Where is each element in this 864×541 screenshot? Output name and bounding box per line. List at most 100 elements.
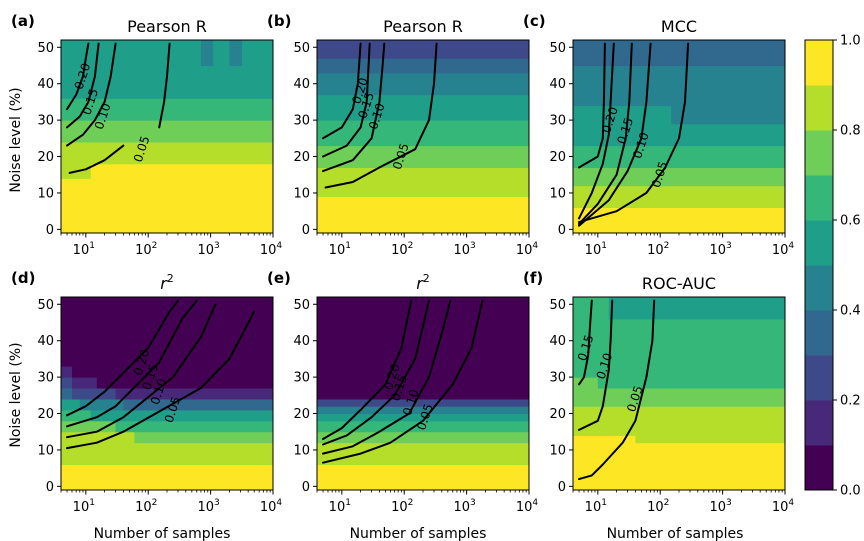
x-tick-label: 103 [197, 498, 219, 515]
x-axis-label-e: Number of samples [350, 526, 487, 541]
heatmap-cell [573, 442, 786, 491]
colorbar: 0.0 0.2 0.4 0.6 0.8 1.0 [804, 34, 861, 499]
x-tick-label: 103 [453, 498, 475, 515]
heatmap-cell [71, 366, 274, 378]
heatmap-cell [573, 185, 786, 209]
heatmap-cell [573, 65, 786, 107]
contour-line [66, 42, 117, 147]
contour-line [578, 42, 690, 224]
heatmap-cell [229, 40, 243, 66]
panel-title: MCC [661, 17, 697, 36]
colorbar-segment [805, 400, 833, 446]
contour-line [578, 42, 633, 225]
colorbar-segment [805, 265, 833, 311]
y-tick-label: 50 [549, 298, 566, 313]
heatmap-cell [61, 366, 73, 378]
colorbar-tick-label: 1.0 [840, 34, 861, 49]
y-tick-label: 30 [37, 371, 54, 386]
heatmap-cell [61, 442, 274, 466]
panel-label: (c) [523, 12, 546, 30]
heatmap-cell [317, 145, 530, 168]
colorbar-segment [805, 355, 833, 401]
x-tick-label: 104 [772, 241, 795, 258]
contour-line [322, 42, 371, 158]
x-tick-label: 102 [135, 241, 157, 258]
x-tick-label: 101 [73, 498, 95, 515]
heatmap-cell [61, 178, 274, 234]
x-tick-label: 102 [391, 241, 413, 258]
contour-line [66, 42, 90, 111]
y-tick-label: 20 [549, 150, 566, 165]
y-tick-label: 0 [302, 223, 310, 238]
heatmap-cell [317, 398, 530, 407]
heatmap-cell [573, 105, 672, 125]
panel-label: (d) [11, 269, 35, 287]
heatmap-cell [317, 196, 530, 234]
contour-line [66, 299, 179, 417]
heatmap-cell [96, 377, 274, 389]
colorbar-tick-label: 0.6 [840, 214, 861, 229]
x-tick-label: 104 [260, 498, 283, 515]
y-tick-label: 40 [37, 77, 54, 92]
heatmap-cell [115, 388, 274, 400]
heatmap-cell [317, 40, 530, 59]
heatmap-cell [61, 420, 117, 433]
heatmap-cell [61, 297, 274, 367]
y-tick-label: 30 [549, 371, 566, 386]
heatmap-cell [71, 377, 98, 389]
y-tick-label: 30 [549, 114, 566, 129]
heatmap-cell [573, 377, 599, 389]
y-tick-label: 40 [293, 77, 310, 92]
y-tick-label: 40 [37, 334, 54, 349]
colorbar-tick-label: 0.2 [840, 394, 861, 409]
y-tick-label: 0 [302, 480, 310, 495]
y-tick-label: 10 [37, 186, 54, 201]
contour-line [578, 299, 656, 481]
colorbar-segment [805, 220, 833, 266]
contour-line [66, 42, 100, 129]
contour-line [578, 299, 614, 431]
heatmap-cell [317, 72, 530, 96]
heatmap-cell [317, 58, 530, 74]
y-tick-label: 50 [549, 41, 566, 56]
heatmap-cell [573, 145, 786, 168]
heatmap-cell [61, 409, 92, 422]
heatmap-cell [671, 105, 786, 125]
y-tick-label: 40 [549, 334, 566, 349]
contour-line [66, 299, 198, 428]
contour-line [322, 299, 452, 455]
heatmap-cell [573, 388, 786, 407]
ylabel-top: Noise level (%) [8, 87, 24, 192]
contour-line [322, 42, 386, 173]
y-tick-label: 40 [549, 77, 566, 92]
contour-line [66, 310, 256, 450]
x-tick-label: 102 [647, 498, 669, 515]
contour-line [158, 42, 171, 129]
contour-line [322, 299, 413, 440]
heatmap-cell [134, 431, 274, 444]
colorbar-segment [805, 130, 833, 176]
colorbar-segment [805, 85, 833, 131]
colorbar-segment [805, 310, 833, 356]
panel-title: Pearson R [383, 17, 463, 36]
heatmap-cell [61, 398, 81, 411]
heatmap-cell [242, 40, 274, 66]
y-tick-label: 10 [549, 443, 566, 458]
heatmap-cell [71, 388, 117, 400]
x-axis-label-d: Number of samples [94, 526, 231, 541]
y-tick-label: 10 [549, 186, 566, 201]
x-tick-label: 101 [585, 498, 607, 515]
heatmap-cell [597, 377, 786, 389]
heatmap-cell [61, 141, 274, 165]
x-tick-label: 103 [197, 241, 219, 258]
colorbar-tick-label: 0.0 [840, 484, 861, 499]
heatmap-cell [317, 406, 530, 415]
y-tick-label: 20 [37, 407, 54, 422]
y-tick-label: 0 [558, 223, 566, 238]
y-tick-label: 30 [37, 114, 54, 129]
y-tick-label: 10 [293, 186, 310, 201]
x-tick-label: 102 [391, 498, 413, 515]
y-tick-label: 20 [293, 150, 310, 165]
